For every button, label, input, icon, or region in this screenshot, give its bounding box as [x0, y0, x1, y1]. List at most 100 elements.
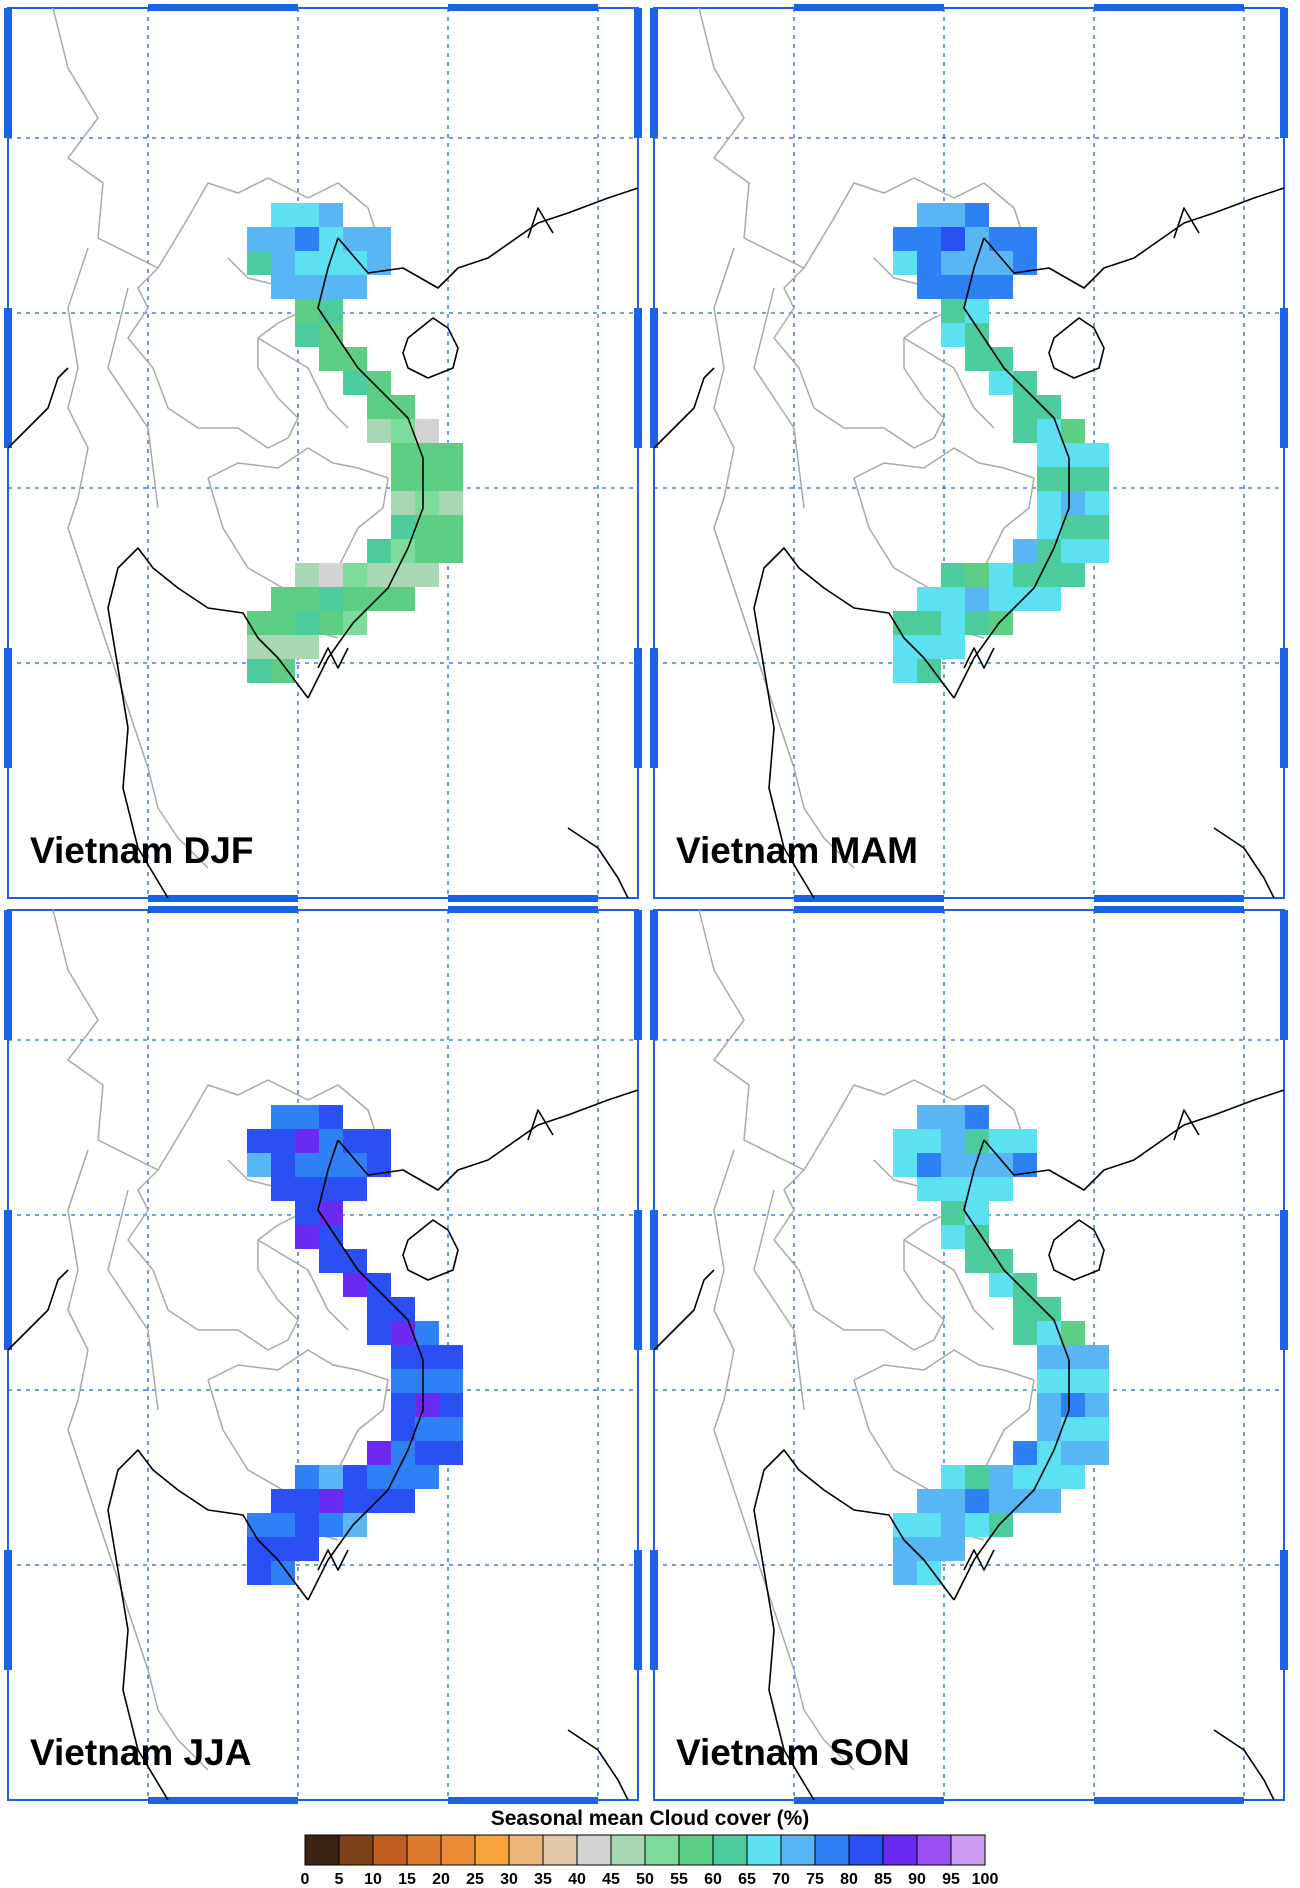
- grid-cell: [893, 611, 917, 635]
- grid-cell: [247, 1129, 271, 1153]
- colorbar-label: 60: [704, 1871, 722, 1888]
- grid-cell: [965, 1465, 989, 1489]
- grid-cell: [1085, 443, 1109, 467]
- grid-cell: [1013, 371, 1037, 395]
- grid-cell: [343, 1489, 367, 1513]
- grid-cell: [989, 587, 1013, 611]
- grid-cell: [989, 1273, 1013, 1297]
- grid-cell: [391, 1321, 415, 1345]
- colorbar-swatch: [678, 1834, 714, 1866]
- grid-cell: [415, 1465, 439, 1489]
- grid-cell: [1061, 419, 1085, 443]
- grid-cell: [271, 1153, 295, 1177]
- grid-cell: [1061, 1321, 1085, 1345]
- grid-cell: [941, 1513, 965, 1537]
- grid-cell: [367, 1129, 391, 1153]
- colorbar-swatch: [712, 1834, 748, 1866]
- grid-cell: [941, 1105, 965, 1129]
- grid-cell: [295, 1153, 319, 1177]
- colorbar-label: 0: [301, 1871, 310, 1888]
- colorbar-label: 70: [772, 1871, 790, 1888]
- colorbar-swatch: [950, 1834, 986, 1866]
- grid-cell: [1085, 491, 1109, 515]
- grid-cell: [1013, 1129, 1037, 1153]
- grid-cell: [941, 587, 965, 611]
- panel-frame: [7, 7, 639, 899]
- grid-cell: [391, 1345, 415, 1369]
- grid-cell: [965, 587, 989, 611]
- grid-cell: [295, 275, 319, 299]
- grid-cell: [893, 1129, 917, 1153]
- grid-cell: [1037, 467, 1061, 491]
- grid-cell: [917, 1153, 941, 1177]
- grid-cell: [415, 539, 439, 563]
- grid-cell: [343, 371, 367, 395]
- colorbar-label: 5: [335, 1871, 344, 1888]
- grid-cell: [247, 1561, 271, 1585]
- colorbar-label: 50: [636, 1871, 654, 1888]
- grid-cell: [271, 1105, 295, 1129]
- grid-cell: [989, 1129, 1013, 1153]
- grid-cell: [343, 275, 367, 299]
- grid-cell: [367, 587, 391, 611]
- colorbar-swatch: [610, 1834, 646, 1866]
- grid-cell: [319, 587, 343, 611]
- grid-cell: [295, 323, 319, 347]
- grid-cell: [295, 1225, 319, 1249]
- grid-cell: [1085, 467, 1109, 491]
- cloud-cover-cells: [893, 1105, 1109, 1585]
- grid-cell: [893, 251, 917, 275]
- grid-cell: [439, 1441, 463, 1465]
- map-panel-son: Vietnam SON: [650, 906, 1288, 1804]
- grid-cell: [1061, 491, 1085, 515]
- grid-cell: [941, 635, 965, 659]
- grid-cell: [391, 491, 415, 515]
- grid-cell: [1037, 395, 1061, 419]
- map-panels: Vietnam DJF Vietnam MAM Vietnam JJA Vietnam…: [4, 4, 1288, 1804]
- grid-cell: [391, 1369, 415, 1393]
- grid-cell: [271, 1561, 295, 1585]
- grid-cell: [917, 1105, 941, 1129]
- grid-cell: [1037, 419, 1061, 443]
- grid-cell: [941, 1201, 965, 1225]
- grid-cell: [295, 1105, 319, 1129]
- grid-cell: [391, 395, 415, 419]
- colorbar-swatch: [406, 1834, 442, 1866]
- grid-cell: [1085, 1345, 1109, 1369]
- grid-cell: [319, 347, 343, 371]
- colorbar-label: 90: [908, 1871, 926, 1888]
- grid-cell: [319, 1105, 343, 1129]
- grid-cell: [295, 1129, 319, 1153]
- colorbar-label: 20: [432, 1871, 450, 1888]
- grid-cell: [941, 1177, 965, 1201]
- grid-cell: [271, 1129, 295, 1153]
- grid-cell: [941, 1537, 965, 1561]
- grid-cell: [391, 467, 415, 491]
- colorbar-swatch: [372, 1834, 408, 1866]
- grid-cell: [271, 275, 295, 299]
- grid-cell: [391, 587, 415, 611]
- grid-cell: [1013, 227, 1037, 251]
- grid-cell: [941, 1465, 965, 1489]
- map-panel-jja: Vietnam JJA: [4, 906, 642, 1804]
- map-panel-djf: Vietnam DJF: [4, 4, 642, 902]
- grid-cell: [941, 1489, 965, 1513]
- grid-cell: [439, 1369, 463, 1393]
- grid-cell: [295, 1201, 319, 1225]
- grid-cell: [319, 251, 343, 275]
- grid-cell: [1037, 1369, 1061, 1393]
- grid-cell: [343, 1273, 367, 1297]
- grid-cell: [1061, 1465, 1085, 1489]
- grid-cell: [1085, 539, 1109, 563]
- grid-cell: [439, 1345, 463, 1369]
- colorbar-swatch: [576, 1834, 612, 1866]
- grid-cell: [989, 227, 1013, 251]
- grid-cell: [295, 203, 319, 227]
- colorbar-label: 55: [670, 1871, 688, 1888]
- grid-cell: [343, 1153, 367, 1177]
- colorbar-label: 30: [500, 1871, 518, 1888]
- grid-cell: [917, 203, 941, 227]
- grid-cell: [247, 1153, 271, 1177]
- grid-cell: [1037, 1345, 1061, 1369]
